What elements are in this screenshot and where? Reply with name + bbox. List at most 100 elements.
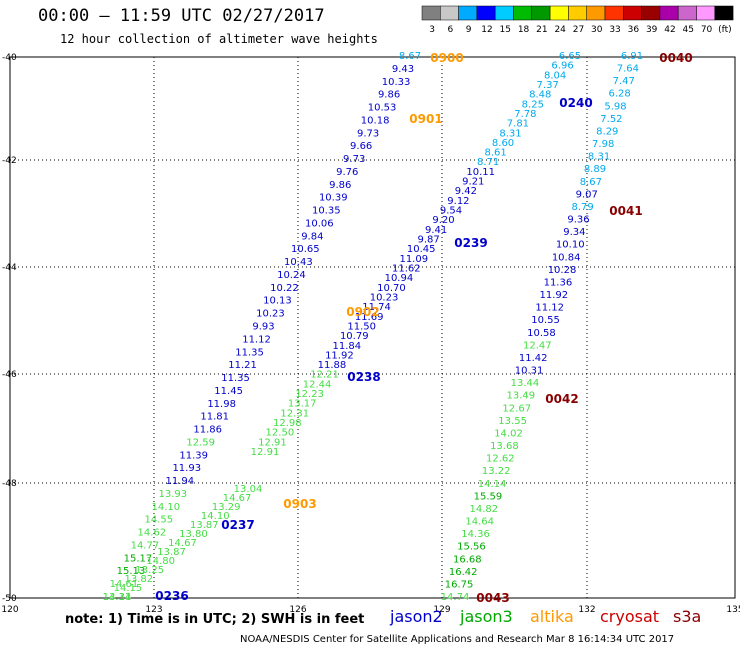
wave-height-value: 8.89 [584, 164, 606, 175]
wave-height-value: 11.39 [179, 450, 208, 461]
wave-height-value: 11.74 [362, 302, 391, 313]
scale-label: 24 [554, 25, 566, 35]
wave-height-value: 10.84 [552, 252, 581, 263]
scale-label: 70 [701, 25, 713, 35]
wave-height-value: 9.34 [563, 227, 585, 238]
wave-height-value: 13.29 [212, 502, 241, 513]
wave-height-value: 14.77 [131, 540, 160, 551]
wave-height-value: 16.42 [449, 567, 478, 578]
time-label: 0040 [659, 51, 692, 65]
scale-swatch [714, 5, 734, 21]
wave-height-value: 11.50 [347, 321, 376, 332]
wave-height-value: 13.49 [507, 391, 536, 402]
x-tick-label: 129 [433, 605, 450, 615]
wave-height-value: 14.80 [146, 556, 175, 567]
scale-label: 9 [466, 25, 472, 35]
scale-swatch [494, 5, 514, 21]
time-label: 0903 [283, 497, 316, 511]
scale-label: (ft) [718, 25, 732, 35]
wave-height-value: 6.28 [609, 89, 631, 100]
legend-altika: altika [530, 607, 574, 626]
wave-height-value: 13.82 [125, 574, 154, 585]
scale-swatch [696, 5, 716, 21]
legend-jason3: jason3 [460, 607, 513, 626]
scale-label: 12 [481, 25, 492, 35]
wave-height-value: 14.67 [168, 538, 197, 549]
wave-height-value: 6.65 [559, 51, 581, 62]
wave-height-value: 8.48 [529, 90, 551, 101]
wave-height-value: 12.98 [273, 418, 302, 429]
axis-labels: 120 123 126 129 132 135 -40 -42 -44 -46 -48 -50 [1, 53, 740, 615]
wave-height-value: 10.58 [527, 328, 556, 339]
scale-swatch [641, 5, 661, 21]
scale-label: 18 [518, 25, 530, 35]
wave-height-value: 12.31 [280, 408, 309, 419]
map-border [9, 56, 736, 599]
wave-height-value: 11.98 [207, 399, 236, 410]
wave-height-value: 9.86 [378, 90, 400, 101]
wave-height-value: 11.86 [193, 425, 222, 436]
wave-height-value: 9.54 [440, 206, 462, 217]
wave-height-value: 13.68 [490, 441, 519, 452]
wave-height-value: 11.92 [325, 350, 354, 361]
wave-height-value: 14.15 [114, 583, 143, 594]
time-label: 0041 [609, 204, 642, 218]
wave-height-value: 10.11 [466, 167, 495, 178]
wave-height-value: 11.36 [544, 277, 573, 288]
wave-height-value: 8.25 [522, 99, 544, 110]
wave-height-value: 14.36 [461, 529, 490, 540]
wave-height-value: 8.04 [544, 70, 566, 81]
wave-height-value: 12.59 [186, 437, 215, 448]
wave-height-value: 7.98 [592, 139, 614, 150]
time-label: 0239 [454, 236, 487, 250]
wave-height-value: 14.61 [110, 579, 139, 590]
wave-height-value: 14.14 [478, 479, 507, 490]
wave-height-value: 9.41 [425, 225, 447, 236]
wave-height-value: 6.96 [551, 61, 573, 72]
wave-height-value: 13.93 [158, 489, 187, 500]
scale-label: 36 [628, 25, 640, 35]
wave-height-value: 10.18 [361, 115, 390, 126]
wave-height-value: 11.69 [355, 312, 384, 323]
wave-height-value: 8.31 [588, 152, 610, 163]
wave-height-value: 12.47 [523, 340, 552, 351]
y-tick-label: -42 [2, 156, 17, 166]
scale-swatch [421, 5, 441, 21]
scale-label: 21 [536, 25, 547, 35]
wave-height-value: 9.86 [329, 180, 351, 191]
time-label: 0902 [346, 305, 379, 319]
wave-height-value: 7.37 [537, 80, 559, 91]
wave-height-value: 9.73 [357, 128, 379, 139]
wave-height-value: 12.91 [258, 437, 287, 448]
wave-height-value: 15.13 [117, 566, 146, 577]
scale-swatch [440, 5, 459, 21]
wave-height-value: 13.44 [511, 378, 540, 389]
y-tick-label: -46 [2, 370, 17, 380]
wave-height-value: 9.87 [418, 235, 440, 246]
wave-height-value: 11.35 [235, 347, 264, 358]
wave-height-value: 12.23 [295, 389, 324, 400]
wave-height-value: 10.28 [548, 265, 577, 276]
time-label: 0237 [221, 518, 254, 532]
scale-swatch [659, 5, 679, 21]
wave-height-value: 7.78 [514, 109, 536, 120]
map-frame [9, 56, 736, 599]
wave-height-value: 11.12 [242, 334, 271, 345]
x-tick-label: 123 [145, 605, 162, 615]
scale-swatch [586, 5, 606, 21]
wave-height-value: 7.52 [600, 114, 622, 125]
wave-height-value: 10.35 [312, 206, 341, 217]
wave-height-value: 5.98 [604, 101, 626, 112]
scale-label: 45 [683, 25, 694, 35]
wave-height-value: 15.59 [474, 491, 503, 502]
wave-height-value: 12.62 [486, 454, 515, 465]
time-label: 0238 [347, 370, 380, 384]
wave-height-value: 7.81 [507, 119, 529, 130]
wave-height-value: 10.70 [377, 283, 406, 294]
wave-height-value: 10.65 [291, 244, 320, 255]
wave-height-value: 12.50 [266, 428, 295, 439]
wave-height-value: 13.25 [135, 565, 164, 576]
wave-height-value: 9.36 [567, 215, 589, 226]
scale-label: 6 [447, 25, 453, 35]
